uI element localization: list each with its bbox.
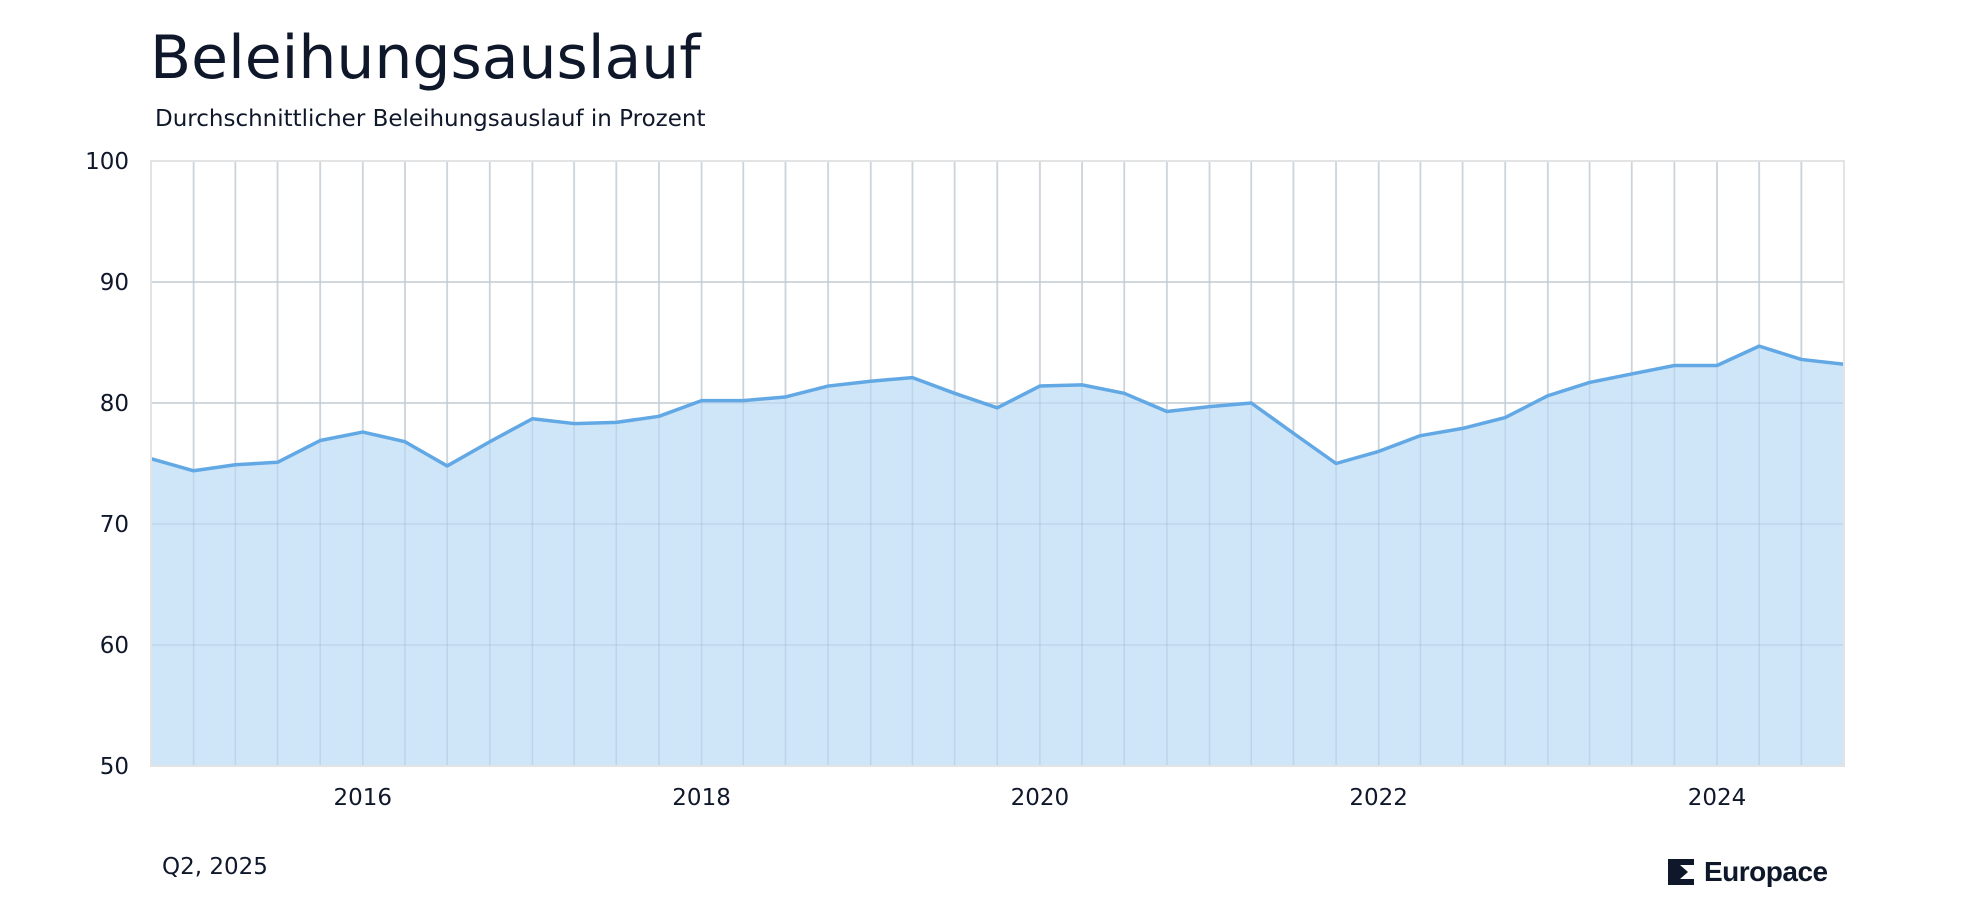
chart-subtitle: Durchschnittlicher Beleihungsauslauf in … [155,106,706,132]
y-tick-label: 70 [100,512,129,538]
x-axis-ticks: 2016 2018 2020 2022 2024 [334,785,1747,811]
y-axis-ticks: 50 60 70 80 90 100 [85,149,129,780]
y-tick-label: 80 [100,391,129,417]
plot-frame [150,160,1845,767]
series-line [150,344,1845,473]
y-tick-label: 50 [100,754,129,780]
europace-logo-icon [1668,859,1694,885]
y-tick-label: 90 [100,270,129,296]
x-tick-label: 2018 [672,785,731,811]
chart-title: Beleihungsauslauf [150,23,701,93]
europace-logo: Europace [1668,855,1828,889]
x-tick-label: 2016 [334,785,393,811]
y-tick-label: 100 [85,149,129,175]
logo-wordmark: Europace [1704,856,1828,887]
series-area [151,346,1844,766]
x-tick-label: 2020 [1011,785,1070,811]
data-period-label: Q2, 2025 [162,854,268,880]
grid-lines-overlay [150,160,1845,767]
x-tick-label: 2024 [1688,785,1747,811]
x-tick-label: 2022 [1349,785,1408,811]
y-tick-label: 60 [100,633,129,659]
